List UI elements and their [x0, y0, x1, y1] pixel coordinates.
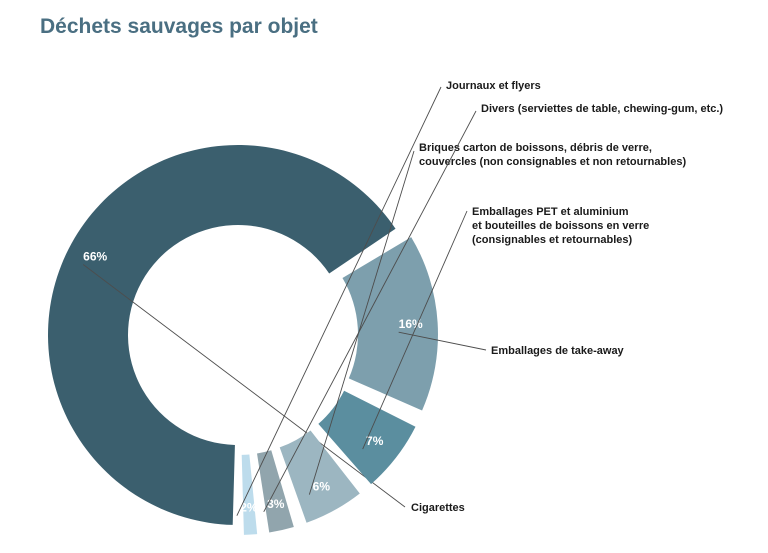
slice-category-label-line: (consignables et retournables) [472, 234, 632, 246]
slice-category-label: Briques carton de boissons, débris de ve… [419, 142, 686, 168]
slice-category-label-line: Journaux et flyers [446, 80, 541, 92]
slice-category-label-line: couvercles (non consignables et non reto… [419, 156, 686, 168]
slice-percent-label: 7% [366, 434, 384, 448]
leader-line [362, 210, 468, 450]
leader-line [308, 150, 415, 495]
leader-line [398, 331, 487, 351]
slice-percent-label: 2% [240, 501, 258, 515]
slice-category-label-line: Cigarettes [411, 502, 465, 514]
slice-percent-label: 3% [267, 497, 285, 511]
donut-slice [342, 237, 438, 411]
donut-slice [241, 454, 258, 535]
leader-line [82, 264, 406, 508]
slice-category-label: Cigarettes [411, 502, 465, 514]
slice-category-label-line: et bouteilles de boissons en verre [472, 220, 649, 232]
slice-category-label-line: Emballages PET et aluminium [472, 206, 629, 218]
slice-category-label-line: Briques carton de boissons, débris de ve… [419, 142, 652, 154]
slice-percent-label: 66% [83, 249, 107, 263]
slice-category-label: Emballages de take-away [491, 345, 625, 357]
leader-line [263, 110, 477, 513]
slice-category-label: Emballages PET et aluminium et bouteilles… [472, 206, 649, 246]
chart-title: Déchets sauvages par objet [40, 15, 318, 38]
slice-category-label: Divers (serviettes de table, chewing-gum… [481, 103, 723, 115]
donut-slice [318, 390, 416, 485]
slice-category-label-line: Emballages de take-away [491, 345, 625, 357]
donut-slice [279, 430, 360, 523]
donut-slice [257, 450, 294, 533]
slice-category-label-line: Divers (serviettes de table, chewing-gum… [481, 103, 723, 115]
donut-slice [48, 145, 396, 525]
leader-line [236, 86, 442, 516]
slice-percent-label: 16% [399, 317, 423, 331]
slice-percent-label: 6% [313, 480, 331, 494]
slice-category-label: Journaux et flyers [446, 80, 541, 92]
